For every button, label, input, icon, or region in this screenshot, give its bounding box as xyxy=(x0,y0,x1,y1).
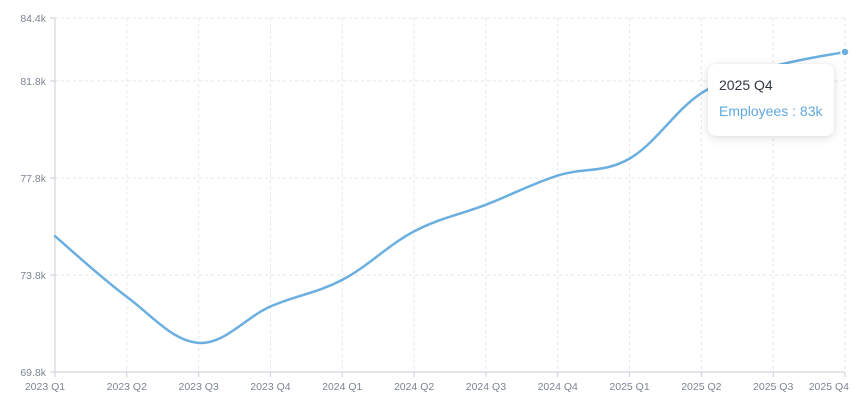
tooltip-value: Employees : 83k xyxy=(719,103,823,119)
series-line-employees xyxy=(53,50,847,345)
tooltip-title: 2025 Q4 xyxy=(719,77,773,93)
data-points[interactable] xyxy=(840,47,850,57)
x-axis-tick-labels: 2023 Q1 2023 Q2 2023 Q3 2023 Q4 2024 Q1 2024 … xyxy=(25,381,849,393)
x-tick-label: 2023 Q4 xyxy=(250,381,290,393)
y-tick-label: 69.8k xyxy=(20,367,46,379)
x-tick-label: 2025 Q3 xyxy=(753,381,793,393)
tooltip: 2025 Q4 Employees : 83k xyxy=(708,64,834,136)
x-tick-label: 2024 Q4 xyxy=(538,381,578,393)
x-tick-label: 2023 Q3 xyxy=(178,381,218,393)
x-tick-label: 2025 Q2 xyxy=(681,381,721,393)
x-tick-label: 2025 Q1 xyxy=(609,381,649,393)
y-tick-label: 81.8k xyxy=(20,76,46,88)
axes xyxy=(50,17,846,377)
grid-lines xyxy=(54,17,846,373)
x-tick-label: 2023 Q1 xyxy=(25,381,65,393)
x-tick-label: 2024 Q3 xyxy=(466,381,506,393)
x-tick-label: 2025 Q4 xyxy=(809,381,849,393)
active-data-point[interactable] xyxy=(840,47,850,57)
y-tick-label: 73.8k xyxy=(20,270,46,282)
y-tick-label: 84.4k xyxy=(20,13,46,25)
y-tick-label: 77.8k xyxy=(20,173,46,185)
x-tick-label: 2024 Q1 xyxy=(322,381,362,393)
x-tick-label: 2024 Q2 xyxy=(394,381,434,393)
y-axis-tick-labels: 69.8k 73.8k 77.8k 81.8k 84.4k xyxy=(20,13,46,379)
x-tick-label: 2023 Q2 xyxy=(107,381,147,393)
